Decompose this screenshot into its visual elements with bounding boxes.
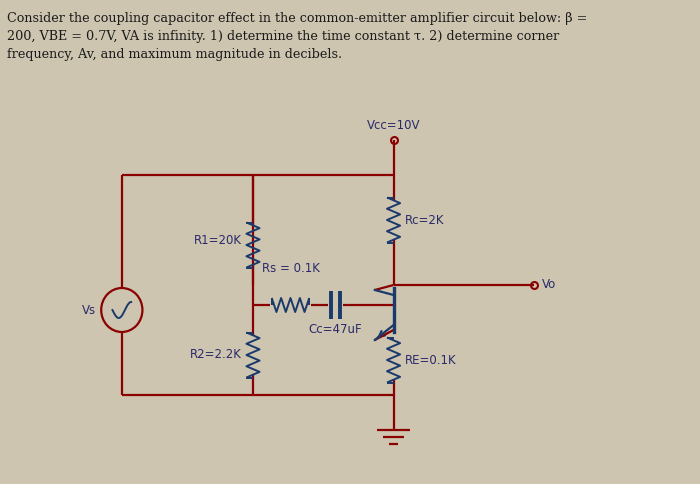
Text: R2=2.2K: R2=2.2K <box>190 348 242 362</box>
Text: Vo: Vo <box>542 278 556 291</box>
Text: Vcc=10V: Vcc=10V <box>367 119 420 132</box>
Text: Rs = 0.1K: Rs = 0.1K <box>262 262 320 275</box>
Text: Vs: Vs <box>81 303 96 317</box>
Text: Consider the coupling capacitor effect in the common-emitter amplifier circuit b: Consider the coupling capacitor effect i… <box>8 12 588 61</box>
Text: Cc=47uF: Cc=47uF <box>309 323 363 336</box>
Text: Rc=2K: Rc=2K <box>405 213 444 227</box>
Text: R1=20K: R1=20K <box>194 233 241 246</box>
Text: RE=0.1K: RE=0.1K <box>405 353 456 366</box>
